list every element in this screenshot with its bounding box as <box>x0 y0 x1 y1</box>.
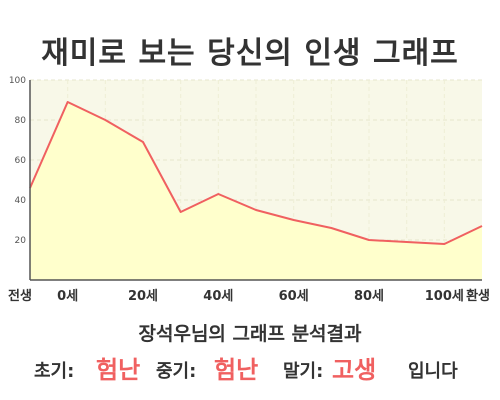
y-tick-label: 80 <box>15 116 27 126</box>
early-label: 초기: <box>34 361 75 382</box>
y-tick-label: 100 <box>9 76 26 86</box>
y-tick-label: 40 <box>15 196 27 206</box>
series-area <box>30 102 482 280</box>
x-tick-label: 40세 <box>203 289 233 304</box>
x-tick-label: 0세 <box>57 289 78 304</box>
analysis-result: 초기: 험난 중기: 험난 말기: 고생 입니다 <box>0 345 500 384</box>
middle-value: 험난 <box>214 356 259 384</box>
analysis-title: 장석우님의 그래프 분석결과 <box>138 323 362 345</box>
late-label: 말기: <box>283 361 324 382</box>
x-tick-labels: 전생 0세 20세 40세 60세 80세 100세 환생 <box>8 288 490 304</box>
chart-title: 재미로 보는 당신의 인생 그래프 <box>41 36 459 71</box>
y-tick-label: 60 <box>15 156 27 166</box>
x-tick-label: 20세 <box>128 289 158 304</box>
y-tick-labels: 20 40 60 80 100 <box>9 76 26 246</box>
life-graph-chart: 20 40 60 80 100 전생 0세 20세 40세 60세 80세 100세 환생 <box>8 76 490 304</box>
y-tick-label: 20 <box>15 236 27 246</box>
x-tick-label: 환생 <box>466 288 490 304</box>
axes <box>29 80 482 281</box>
middle-label: 중기: <box>156 361 197 382</box>
early-value: 험난 <box>96 356 141 384</box>
x-tick-label: 100세 <box>425 289 464 304</box>
x-tick-label: 60세 <box>279 289 309 304</box>
x-tick-label: 80세 <box>354 289 384 304</box>
result-ending: 입니다 <box>408 361 458 382</box>
series-line <box>29 101 483 245</box>
x-tick-label: 전생 <box>8 288 32 304</box>
late-value: 고생 <box>332 356 377 384</box>
